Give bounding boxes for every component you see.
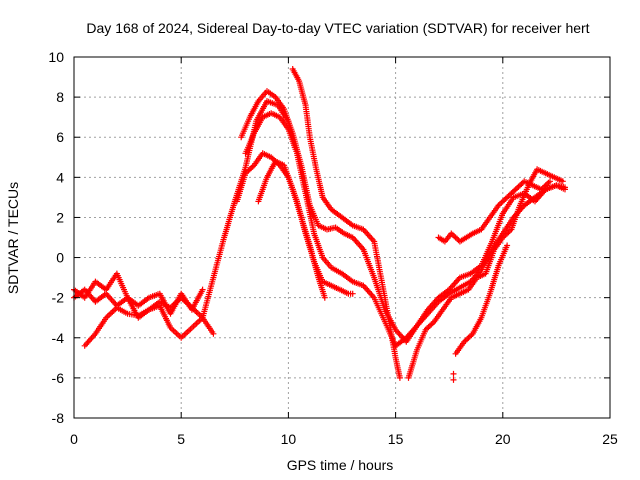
- data-point: [199, 286, 206, 293]
- data-point: [396, 374, 403, 381]
- x-tick-label: 20: [495, 431, 511, 447]
- grid: [74, 57, 610, 418]
- y-tick-label: -4: [52, 330, 65, 346]
- data-points: [71, 66, 568, 383]
- y-axis-label: SDTVAR / TECUs: [5, 182, 21, 294]
- data-point: [504, 242, 511, 249]
- y-tick-label: 6: [56, 129, 64, 145]
- data-point: [450, 370, 457, 377]
- x-tick-label: 10: [281, 431, 297, 447]
- x-tick-label: 5: [177, 431, 185, 447]
- y-tick-label: 4: [56, 169, 64, 185]
- x-tick-label: 25: [602, 431, 618, 447]
- x-tick-label: 0: [70, 431, 78, 447]
- data-point: [321, 294, 328, 301]
- y-tick-label: 0: [56, 250, 64, 266]
- y-tick-label: -2: [52, 290, 65, 306]
- data-point: [210, 330, 217, 337]
- data-point: [547, 178, 553, 185]
- y-tick-label: 2: [56, 209, 64, 225]
- y-tick-label: 8: [56, 89, 64, 105]
- data-point: [518, 181, 525, 187]
- data-point: [450, 376, 457, 383]
- chart-title: Day 168 of 2024, Sidereal Day-to-day VTE…: [86, 20, 589, 36]
- y-tick-label: -6: [52, 370, 65, 386]
- plot-frame: [73, 56, 611, 419]
- data-point: [349, 290, 356, 297]
- axis-ticks: 0 5 10 15 20 25 -8 -6 -4 -2 0 2 4 6 8 10: [48, 49, 618, 447]
- y-tick-label: 10: [48, 49, 64, 65]
- x-tick-label: 15: [388, 431, 404, 447]
- x-axis-label: GPS time / hours: [287, 457, 394, 473]
- y-tick-label: -8: [52, 410, 65, 426]
- data-point: [562, 186, 568, 193]
- data-point: [559, 178, 566, 185]
